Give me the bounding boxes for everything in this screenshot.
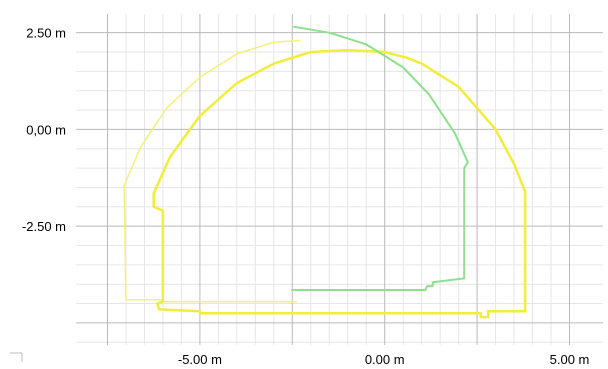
series-line-2	[152, 48, 527, 319]
tick-labels: -5.00 m 0.00 m 5.00 m 2.50 m 0,00 m -2.50 m	[22, 26, 589, 367]
y-tick-label: -2.50 m	[22, 219, 66, 234]
x-tick-label: 5.00 m	[550, 352, 590, 367]
series-group	[123, 25, 527, 319]
x-tick-label: -5.00 m	[178, 352, 222, 367]
corner-mark	[10, 352, 23, 362]
x-tick-label: 0.00 m	[365, 352, 405, 367]
series-line-3	[291, 25, 469, 291]
y-tick-label: 0,00 m	[26, 122, 66, 137]
y-tick-label: 2.50 m	[26, 26, 66, 41]
